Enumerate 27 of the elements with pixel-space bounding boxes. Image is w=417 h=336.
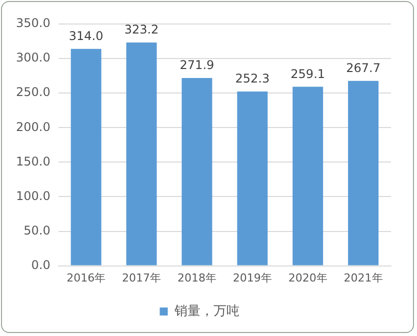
x-tick-label: 2019年 — [232, 271, 272, 284]
data-label: 267.7 — [346, 60, 380, 75]
y-tick-label: 350.0 — [16, 16, 50, 30]
bar — [182, 78, 212, 266]
y-tick-label: 300.0 — [16, 50, 50, 65]
bar — [292, 86, 324, 266]
legend-label: 销量，万吨 — [173, 304, 240, 319]
data-label: 259.1 — [290, 66, 326, 81]
data-label: 323.2 — [124, 22, 159, 37]
x-tick-label: 2016年 — [66, 271, 106, 284]
y-tick-label: 250.0 — [16, 85, 50, 100]
x-tick-label: 2018年 — [177, 271, 216, 284]
data-label: 252.3 — [235, 72, 270, 86]
y-tick-label: 0.0 — [31, 258, 50, 272]
data-label: 314.0 — [68, 28, 104, 43]
y-tick-label: 100.0 — [16, 188, 50, 203]
bar — [237, 91, 268, 266]
x-tick-label: 2020年 — [288, 271, 328, 284]
x-tick-label: 2021年 — [344, 271, 383, 284]
y-tick-label: 150.0 — [16, 154, 50, 168]
bar — [126, 42, 157, 266]
y-tick-label: 200.0 — [16, 120, 50, 134]
bar — [348, 80, 379, 266]
data-label: 271.9 — [180, 58, 214, 72]
y-tick-label: 50.0 — [24, 223, 50, 238]
bar — [70, 48, 102, 266]
x-tick-label: 2017年 — [122, 271, 162, 284]
